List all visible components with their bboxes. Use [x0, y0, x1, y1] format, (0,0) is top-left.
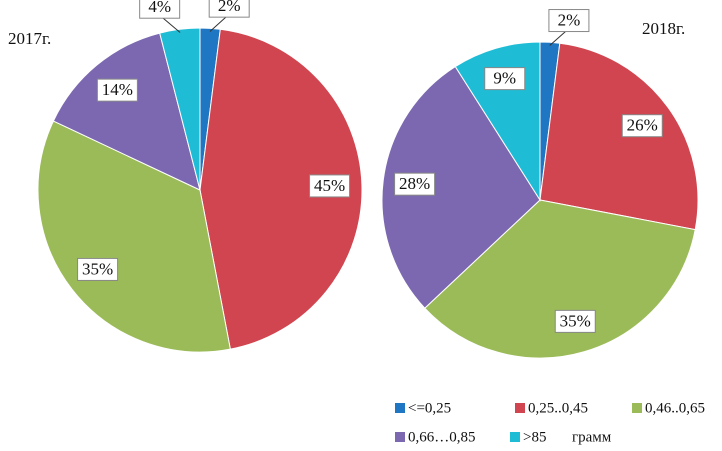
chart-title: 2017г. [8, 29, 51, 48]
chart-title: 2018г. [642, 19, 685, 38]
label-box [548, 9, 590, 33]
label-box [208, 0, 250, 18]
legend-label: 0,25..0,45 [528, 400, 588, 416]
data-label: 35% [82, 259, 113, 278]
legend-label: >85 [523, 429, 546, 445]
pie-slice [424, 199, 696, 359]
label-box [139, 0, 181, 19]
label-box [96, 78, 138, 102]
pie-slice [37, 120, 231, 353]
legend-swatch [395, 432, 405, 442]
pie-slice [381, 65, 541, 309]
legend-swatch [510, 432, 520, 442]
pie-slice [159, 27, 201, 191]
data-label: 4% [148, 0, 171, 16]
data-label: 28% [399, 174, 430, 193]
label-box [554, 309, 596, 333]
legend-swatch [632, 403, 642, 413]
data-label: 26% [627, 116, 658, 135]
legend-label: 0,66…0,85 [408, 429, 476, 445]
label-box [621, 114, 663, 138]
legend-label: 0,46..0,65 [645, 400, 705, 416]
legend-swatch [515, 403, 525, 413]
data-label: 2% [218, 0, 241, 15]
pie-slice [539, 42, 699, 231]
legend-swatch [395, 403, 405, 413]
label-box [309, 174, 351, 198]
data-label: 2% [558, 10, 581, 29]
label-box [484, 67, 526, 91]
data-label: 14% [102, 80, 133, 99]
label-box [394, 172, 436, 196]
pie-slice [52, 32, 201, 191]
data-label: 35% [560, 311, 591, 330]
data-label: 45% [314, 176, 345, 195]
data-label: 9% [493, 69, 516, 88]
legend-label: <=0,25 [408, 400, 451, 416]
pie-slice [199, 28, 363, 350]
legend-unit: грамм [572, 429, 612, 445]
label-box [77, 257, 119, 281]
